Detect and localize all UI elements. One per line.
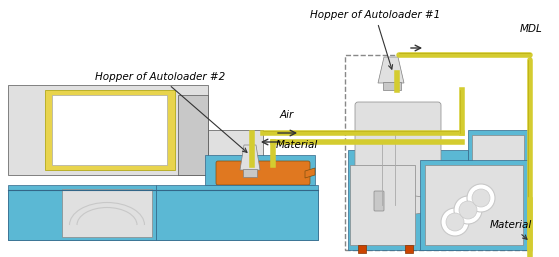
- Text: MDL: MDL: [520, 24, 543, 34]
- Text: Hopper of Autoloader #1: Hopper of Autoloader #1: [310, 10, 440, 69]
- Text: Hopper of Autoloader #2: Hopper of Autoloader #2: [95, 72, 247, 152]
- FancyBboxPatch shape: [355, 102, 441, 208]
- Polygon shape: [305, 168, 315, 178]
- Circle shape: [472, 189, 490, 207]
- Polygon shape: [378, 57, 404, 83]
- FancyBboxPatch shape: [45, 90, 175, 170]
- Ellipse shape: [358, 195, 438, 215]
- FancyBboxPatch shape: [468, 130, 528, 220]
- Circle shape: [467, 184, 495, 212]
- Text: Material: Material: [276, 140, 318, 150]
- FancyBboxPatch shape: [156, 185, 318, 240]
- FancyBboxPatch shape: [52, 95, 167, 165]
- Polygon shape: [240, 145, 260, 170]
- FancyBboxPatch shape: [358, 245, 366, 253]
- Circle shape: [485, 170, 495, 180]
- Circle shape: [497, 170, 507, 180]
- Circle shape: [454, 196, 482, 224]
- Circle shape: [459, 201, 477, 219]
- Circle shape: [441, 208, 469, 236]
- FancyBboxPatch shape: [383, 82, 401, 90]
- FancyBboxPatch shape: [208, 130, 263, 175]
- FancyBboxPatch shape: [420, 160, 528, 250]
- Circle shape: [446, 213, 464, 231]
- FancyBboxPatch shape: [374, 191, 384, 211]
- FancyBboxPatch shape: [243, 169, 257, 177]
- FancyBboxPatch shape: [205, 155, 315, 185]
- FancyBboxPatch shape: [8, 85, 208, 175]
- FancyBboxPatch shape: [405, 245, 413, 253]
- FancyBboxPatch shape: [178, 95, 208, 175]
- FancyBboxPatch shape: [8, 190, 318, 240]
- FancyBboxPatch shape: [472, 135, 524, 215]
- Text: Air: Air: [280, 110, 294, 120]
- FancyBboxPatch shape: [8, 185, 156, 240]
- Text: Material: Material: [490, 220, 532, 239]
- FancyBboxPatch shape: [216, 161, 310, 185]
- FancyBboxPatch shape: [425, 165, 523, 245]
- FancyBboxPatch shape: [350, 165, 415, 245]
- Bar: [345, 55, 530, 250]
- FancyBboxPatch shape: [348, 150, 468, 250]
- FancyBboxPatch shape: [62, 189, 152, 237]
- FancyBboxPatch shape: [478, 167, 516, 185]
